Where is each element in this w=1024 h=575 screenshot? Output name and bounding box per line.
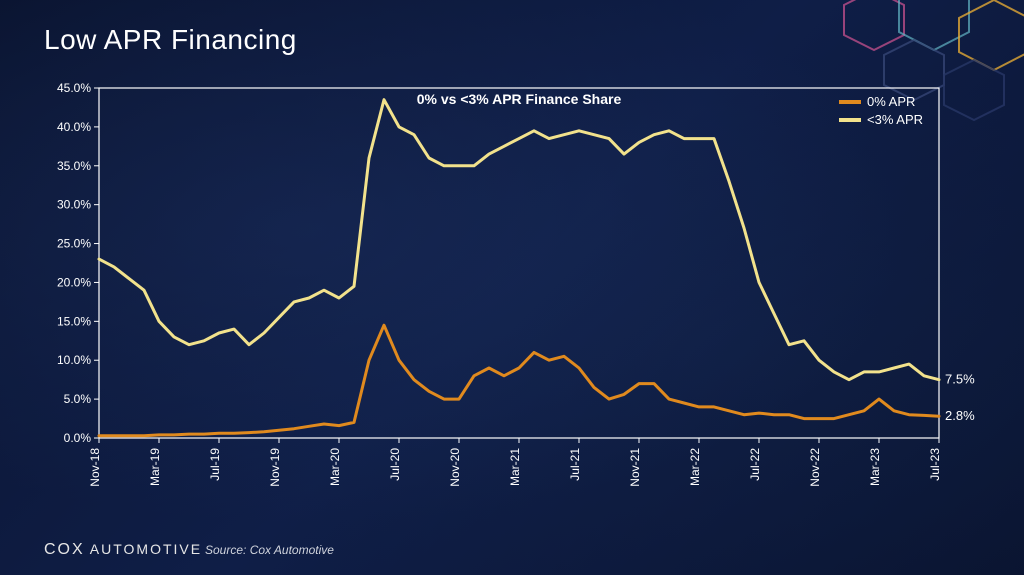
svg-text:5.0%: 5.0%	[64, 392, 92, 406]
svg-text:35.0%: 35.0%	[57, 159, 91, 173]
brand-automotive: AUTOMOTIVE	[85, 541, 202, 557]
svg-text:Mar-23: Mar-23	[868, 448, 882, 486]
svg-text:Jul-20: Jul-20	[388, 448, 402, 481]
svg-text:20.0%: 20.0%	[57, 275, 91, 289]
svg-text:Nov-18: Nov-18	[88, 448, 102, 487]
svg-text:Nov-21: Nov-21	[628, 448, 642, 487]
svg-text:Mar-19: Mar-19	[148, 448, 162, 486]
svg-text:Nov-20: Nov-20	[448, 448, 462, 487]
apr-line-chart: 0.0% 5.0% 10.0% 15.0% 20.0% 25.0% 30.0% 35.0% 40…	[44, 78, 984, 508]
svg-text:15.0%: 15.0%	[57, 314, 91, 328]
svg-text:40.0%: 40.0%	[57, 120, 91, 134]
svg-text:<3% APR: <3% APR	[867, 112, 923, 127]
svg-text:Mar-20: Mar-20	[328, 448, 342, 486]
svg-text:Mar-21: Mar-21	[508, 448, 522, 486]
svg-text:25.0%: 25.0%	[57, 237, 91, 251]
svg-text:Jul-19: Jul-19	[208, 448, 222, 481]
svg-text:10.0%: 10.0%	[57, 353, 91, 367]
svg-text:30.0%: 30.0%	[57, 198, 91, 212]
source-attribution: Source: Cox Automotive	[205, 543, 334, 557]
brand-logo: COX AUTOMOTIVE	[44, 541, 202, 559]
svg-text:0% vs <3% APR Finance Share: 0% vs <3% APR Finance Share	[417, 91, 622, 107]
slide-title: Low APR Financing	[44, 24, 297, 56]
svg-text:7.5%: 7.5%	[945, 372, 975, 387]
svg-text:Jul-21: Jul-21	[568, 448, 582, 481]
svg-text:Nov-22: Nov-22	[808, 448, 822, 487]
svg-text:Mar-22: Mar-22	[688, 448, 702, 486]
brand-cox: COX	[44, 541, 85, 558]
svg-text:Jul-22: Jul-22	[748, 448, 762, 481]
svg-text:45.0%: 45.0%	[57, 81, 91, 95]
svg-text:Nov-19: Nov-19	[268, 448, 282, 487]
svg-text:Jul-23: Jul-23	[928, 448, 942, 481]
svg-text:0.0%: 0.0%	[64, 431, 92, 445]
svg-text:0% APR: 0% APR	[867, 94, 915, 109]
svg-text:2.8%: 2.8%	[945, 408, 975, 423]
